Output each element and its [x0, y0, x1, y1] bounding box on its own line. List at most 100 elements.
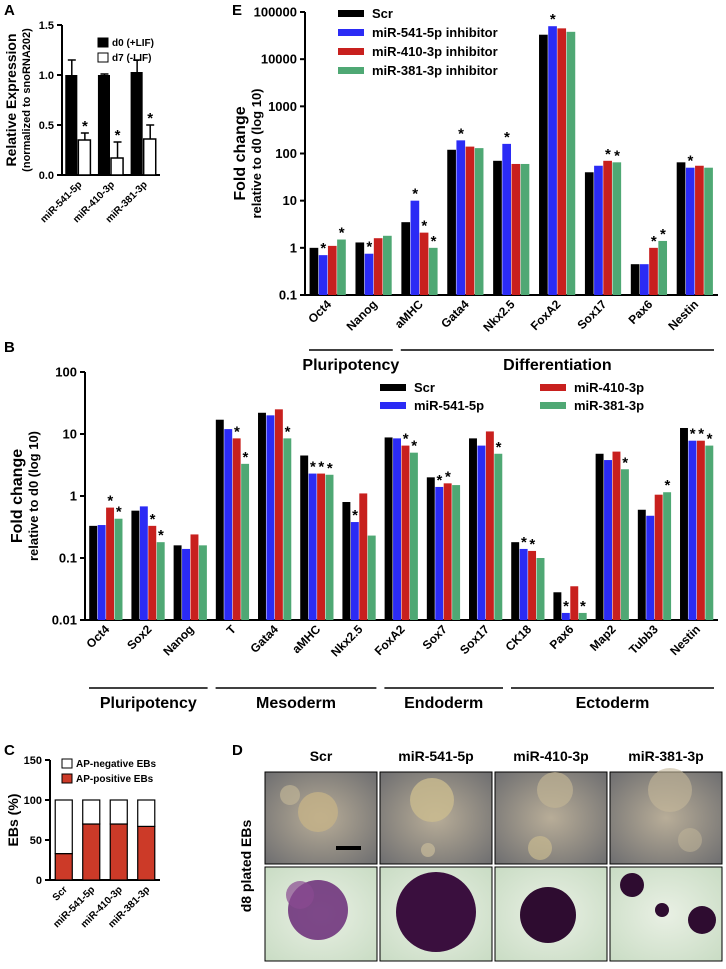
bar — [620, 469, 629, 620]
bar — [309, 247, 319, 295]
bar-segment — [54, 852, 73, 881]
bar-segment — [82, 823, 101, 881]
legend-label: d7 (-LIF) — [112, 53, 151, 64]
x-tick-label: Tubb3 — [626, 622, 661, 657]
bar — [630, 264, 640, 295]
significance: * — [310, 459, 316, 476]
colonies — [280, 768, 716, 952]
y-tick-label: 10 — [283, 193, 297, 208]
legend-label: miR-541-5p — [414, 398, 484, 413]
significance: * — [664, 477, 670, 494]
x-tick-label: Nanog — [344, 297, 380, 333]
y-tick-label: 1 — [70, 489, 77, 504]
bar — [283, 438, 292, 620]
y-tick-label: 50 — [30, 835, 42, 847]
bar — [274, 409, 283, 620]
bar — [447, 149, 456, 295]
legend-label: Scr — [414, 380, 435, 395]
bar — [224, 429, 233, 620]
bar — [557, 28, 567, 295]
significance: * — [352, 507, 358, 524]
bar — [317, 473, 326, 620]
significance: * — [651, 233, 657, 250]
legend-swatch — [338, 10, 364, 17]
bar — [89, 525, 98, 620]
bar — [639, 264, 649, 295]
bar — [130, 72, 143, 175]
bar-segment — [137, 825, 156, 881]
bar — [359, 493, 368, 620]
bar — [410, 200, 420, 295]
significance: * — [504, 129, 510, 146]
bar — [595, 453, 604, 620]
column-label: Scr — [310, 748, 333, 764]
y-axis-label: (normalized to snoRNA202) — [21, 28, 33, 172]
legend-swatch — [380, 402, 406, 409]
bar — [383, 235, 392, 295]
legend-label: d0 (+LIF) — [112, 38, 154, 49]
bar — [337, 239, 346, 295]
significance: * — [107, 493, 113, 510]
legend-swatch — [338, 67, 364, 74]
significance: * — [707, 431, 713, 448]
y-tick-label: 100 — [55, 365, 77, 380]
x-tick-label: Nestin — [667, 622, 703, 658]
legend-swatch — [380, 384, 406, 391]
significance: * — [115, 127, 121, 144]
bar — [241, 463, 250, 620]
significance: * — [116, 504, 122, 521]
significance: * — [412, 186, 418, 203]
bar — [658, 240, 668, 295]
significance: * — [82, 118, 88, 135]
bar — [327, 245, 337, 295]
x-tick-label: FoxA2 — [372, 622, 408, 658]
bar — [676, 162, 686, 295]
bar — [106, 507, 115, 620]
y-tick-label: 10 — [63, 427, 77, 442]
bar — [477, 445, 486, 620]
bar-segment — [54, 799, 73, 855]
x-tick-label: Sox17 — [457, 622, 492, 657]
legend-swatch — [540, 384, 566, 391]
x-tick-label: Map2 — [587, 622, 619, 654]
legend-swatch — [338, 48, 364, 55]
bar — [654, 494, 663, 620]
bar — [456, 140, 466, 295]
significance: * — [614, 147, 620, 164]
y-axis-label: relative to d0 (log 10) — [249, 88, 264, 218]
y-tick-label: 1.5 — [39, 20, 54, 32]
y-tick-label: 10000 — [261, 52, 297, 67]
bar — [704, 167, 713, 295]
row-label: d8 plated EBs — [238, 820, 254, 913]
bar — [685, 167, 695, 295]
y-tick-label: 0.5 — [39, 120, 54, 132]
bar — [393, 438, 401, 620]
bar — [367, 535, 376, 620]
bar — [485, 431, 494, 620]
significance: * — [529, 536, 535, 553]
group-label: Mesoderm — [256, 695, 336, 712]
panel-letter: A — [4, 2, 15, 19]
bar — [173, 545, 182, 620]
group-label: Endoderm — [404, 695, 483, 712]
y-tick-label: 0 — [36, 875, 42, 887]
bar — [528, 550, 537, 620]
bar — [511, 163, 521, 295]
significance: * — [445, 468, 451, 485]
bar — [566, 31, 576, 295]
y-tick-label: 0.1 — [279, 288, 297, 303]
bar — [65, 75, 78, 175]
group-label: Pluripotency — [100, 695, 197, 712]
bar — [649, 247, 658, 295]
panel-letter: D — [232, 742, 243, 759]
group-label: Pluripotency — [302, 357, 399, 374]
significance: * — [320, 240, 326, 257]
significance: * — [403, 431, 409, 448]
bar — [604, 460, 612, 620]
bar — [258, 412, 266, 620]
bar — [308, 473, 317, 620]
y-tick-label: 0.0 — [39, 170, 54, 182]
bar — [705, 445, 714, 620]
y-tick-label: 100000 — [254, 5, 297, 20]
